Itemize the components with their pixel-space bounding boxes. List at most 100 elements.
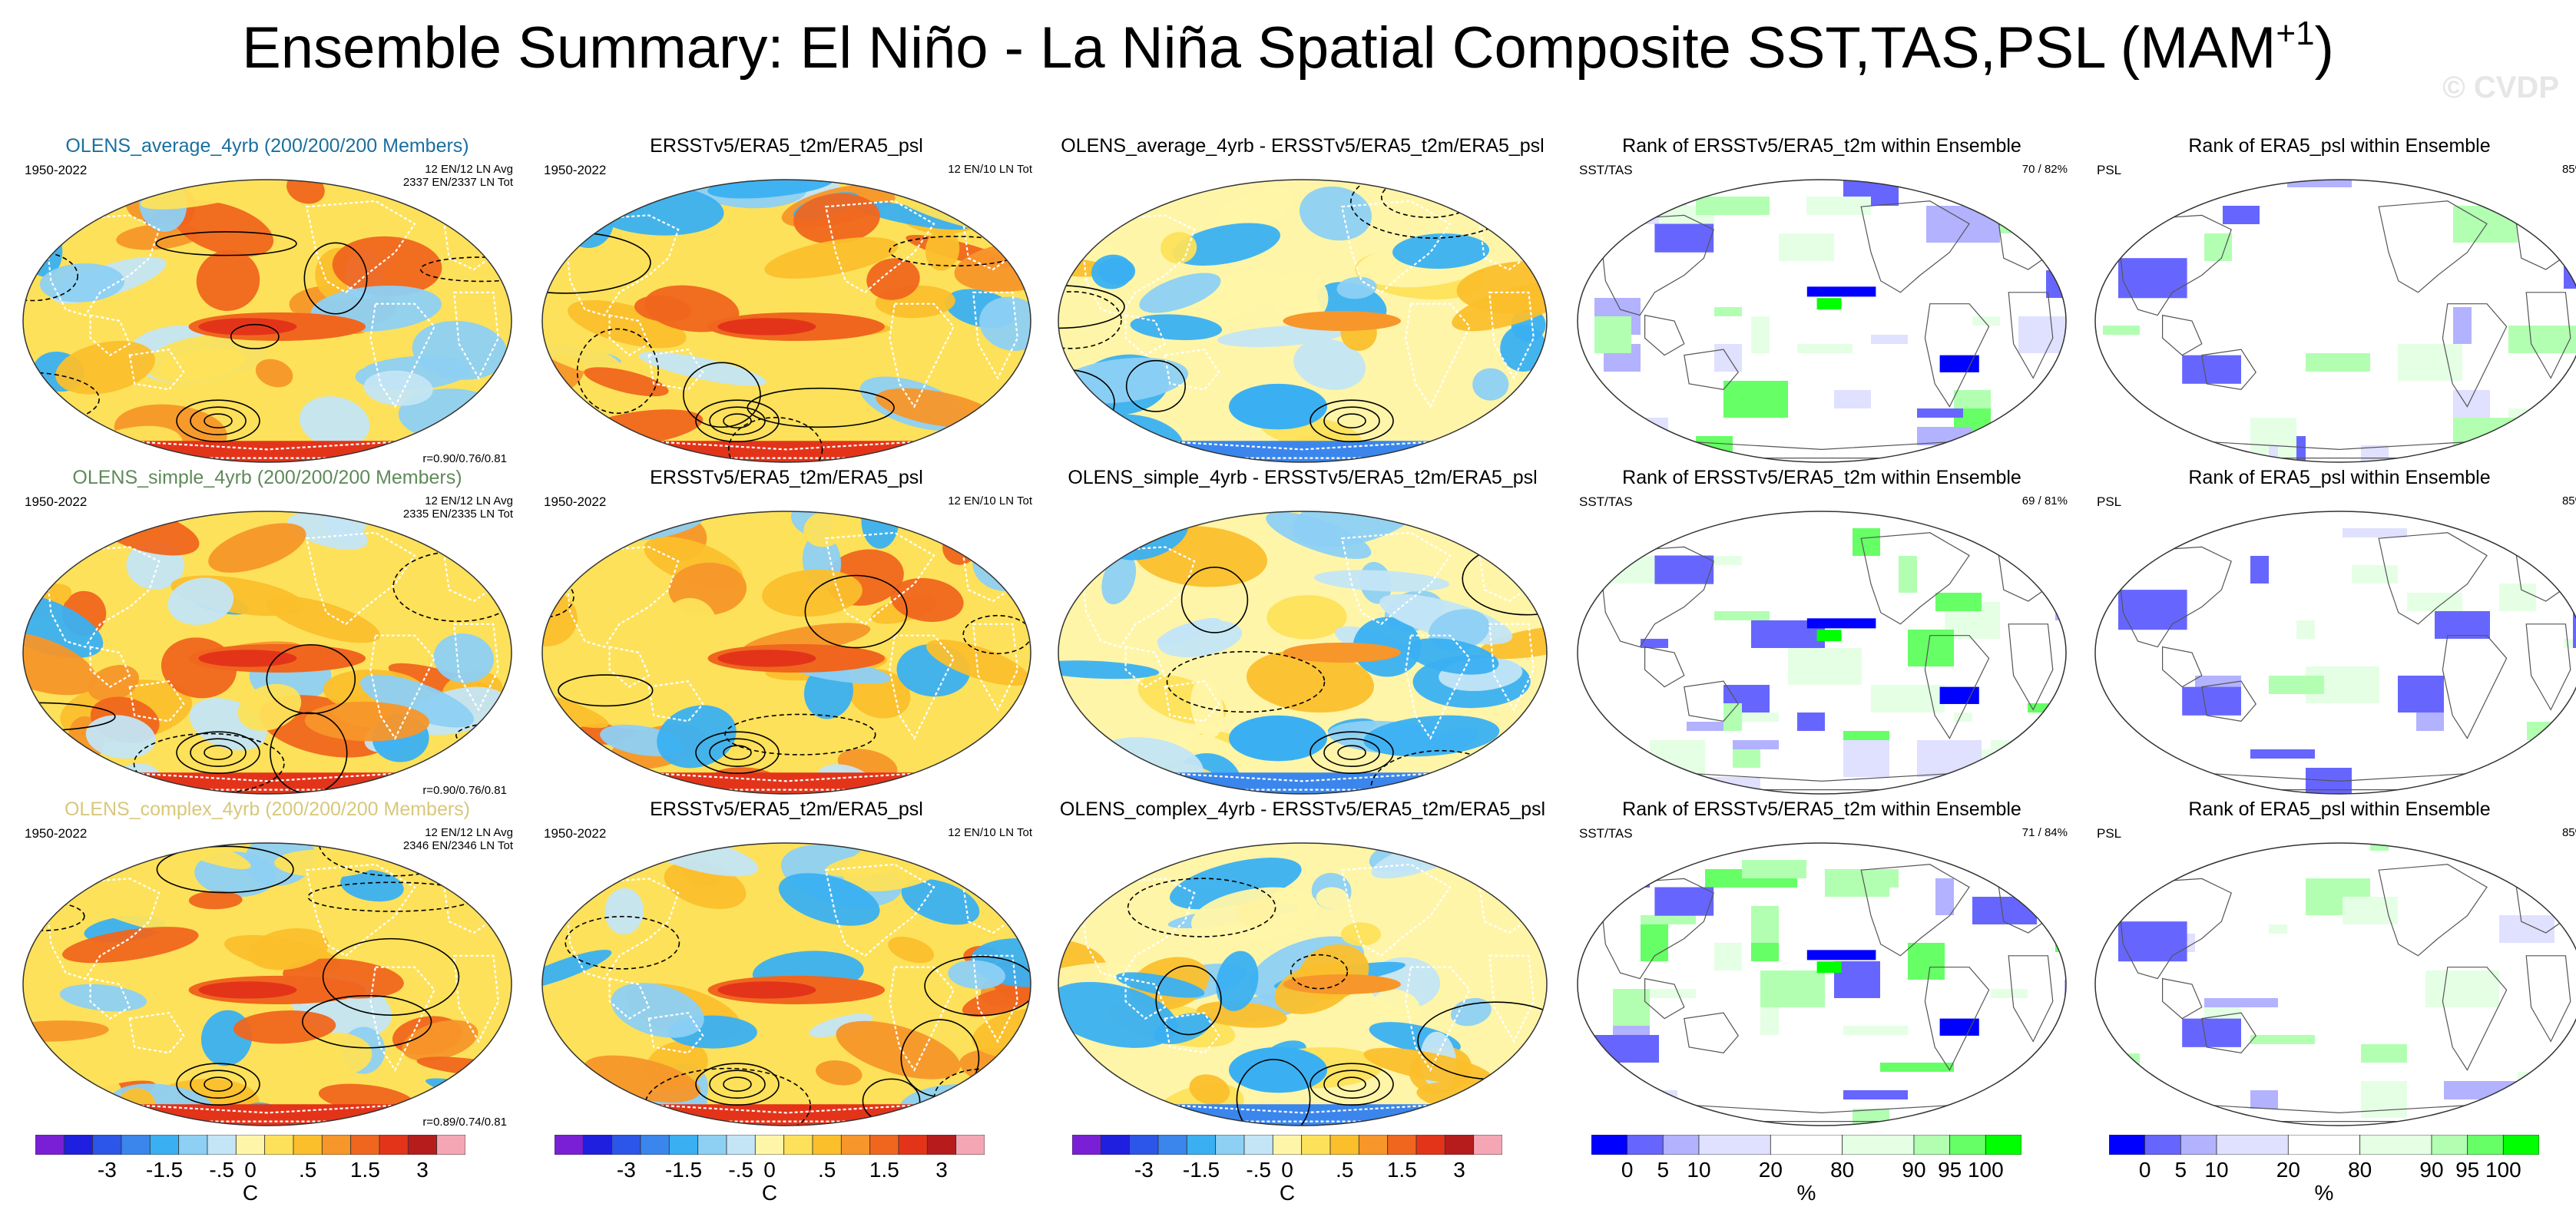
enso-core (717, 981, 816, 999)
anomaly-patch (809, 1013, 873, 1037)
colorbar-tick-label: 0 (244, 1158, 257, 1182)
coastline (1600, 878, 1714, 980)
colorbar-swatch (178, 1134, 208, 1156)
main-title-superscript: +1 (2276, 15, 2315, 52)
coastline (2117, 878, 2232, 980)
map-outline (22, 179, 512, 463)
anomaly-patch (85, 715, 156, 759)
colorbar-tick-label: 0 (2138, 1158, 2151, 1182)
psl-contour (683, 362, 761, 428)
map-outline (541, 179, 1031, 463)
map-outline (1058, 842, 1548, 1126)
colorbar-swatch (1329, 1134, 1359, 1156)
psl-label: PSL (2097, 163, 2122, 177)
map (22, 179, 512, 463)
colorbar-unit: % (2314, 1181, 2334, 1205)
antarctic-band (1058, 772, 1547, 794)
coastline (1600, 214, 1714, 316)
psl-contour (924, 955, 1031, 1017)
psl-contour (230, 323, 280, 349)
colorbar-swatch (2431, 1134, 2468, 1156)
anomaly-patch (167, 577, 234, 625)
anomaly-patch (402, 1020, 478, 1061)
coastline (305, 531, 416, 626)
observed-title: ERSSTv5/ERA5_t2m/ERA5_psl (650, 798, 923, 820)
anomaly-patch (1190, 678, 1224, 739)
map-outline (1058, 179, 1548, 463)
ensemble-counts: 12 EN/12 LN Avg 2335 EN/2335 LN Tot (403, 494, 513, 521)
psl-contour (1323, 1070, 1380, 1099)
map (541, 179, 1031, 463)
panel-r1-rank: Rank of ERSSTv5/ERA5_t2m within Ensemble… (1568, 135, 2075, 465)
enso-warm-tongue (1283, 642, 1401, 663)
coastline (824, 863, 935, 957)
anomaly-patch (1058, 750, 1105, 786)
psl-rank-percent: 85% (2561, 163, 2576, 176)
psl-contour (1127, 878, 1276, 937)
coastline (45, 878, 161, 980)
colorbar-tick-label: 5 (1657, 1158, 1670, 1182)
colorbar-swatch (293, 1134, 323, 1156)
rank-patch (1594, 316, 1631, 353)
psl-contour (709, 738, 766, 768)
rank-patch (2296, 620, 2315, 639)
colorbar-tick-label: -1.5 (664, 1158, 703, 1182)
colorbar-swatch (1243, 1134, 1273, 1156)
psl-contour (318, 843, 470, 877)
rank-patch (1991, 989, 2028, 998)
rank-field (2095, 843, 2576, 1126)
rank-patch (1972, 897, 2037, 924)
rank-patch-low (2182, 1018, 2241, 1047)
map-outline (22, 511, 512, 795)
colorbar-swatch (754, 1134, 785, 1156)
count-line: 12 EN/12 LN Avg (425, 826, 513, 839)
rank-patch (2444, 1081, 2518, 1099)
colorbar-swatch (1215, 1134, 1245, 1156)
anomaly-patch (40, 428, 94, 461)
observed-title: ERSSTv5/ERA5_t2m/ERA5_psl (650, 135, 923, 157)
anomaly-patch (173, 200, 274, 257)
colorbar-swatch (1100, 1134, 1131, 1156)
panel-r2-psl: Rank of ERA5_psl within Ensemble PSL 85% (2086, 467, 2576, 797)
psl-contour (1337, 745, 1366, 761)
anomaly-patch (583, 1055, 700, 1103)
coastline (1684, 349, 1739, 390)
rank-patch (1622, 1090, 1677, 1126)
colorbar-tick-label: 3 (416, 1158, 429, 1182)
pattern-correlation: r=0.89/0.74/0.81 (422, 1116, 507, 1129)
rank-patch (1742, 860, 1806, 878)
colorbar-swatch (2108, 1134, 2146, 1156)
rank-patch (2287, 180, 2352, 187)
rank-patch (2009, 869, 2028, 878)
rank-patch (1696, 777, 1760, 794)
psl-contour (1155, 964, 1222, 1036)
anomaly-patch (1091, 254, 1134, 289)
anomaly-patch (852, 200, 971, 230)
rank-patch (1871, 685, 1945, 712)
enso-core (198, 981, 297, 999)
panel-r3-rank: Rank of ERSSTv5/ERA5_t2m within Ensemble… (1568, 798, 2075, 1129)
observed-counts: 12 EN/10 LN Tot (948, 494, 1032, 508)
anomaly-patch (152, 843, 251, 870)
anomaly-patch (611, 983, 704, 1038)
anomaly-patch (1172, 223, 1280, 266)
rank-patch (2343, 897, 2398, 924)
psl-contour (190, 1070, 247, 1099)
coastline (89, 977, 131, 1020)
colorbar-swatch (2216, 1134, 2289, 1156)
map (22, 511, 512, 795)
map-outline (1058, 511, 1548, 795)
coastline (972, 954, 1018, 1043)
rank-patch (2370, 843, 2389, 851)
anomaly-patch (433, 633, 495, 683)
coastline (1644, 646, 1685, 688)
diverging-colorbar: -3 -1.5 -.5 0 .5 1.5 3 C (35, 1134, 466, 1212)
antarctic-band (542, 441, 1031, 462)
anomaly-patch (140, 180, 273, 210)
antarctic-band (1058, 441, 1547, 462)
enso-core (717, 318, 816, 336)
coastline (2442, 635, 2508, 739)
colorbar-swatch (926, 1134, 957, 1156)
rank-patch (1834, 390, 1871, 408)
rank-patch (1954, 390, 1991, 408)
